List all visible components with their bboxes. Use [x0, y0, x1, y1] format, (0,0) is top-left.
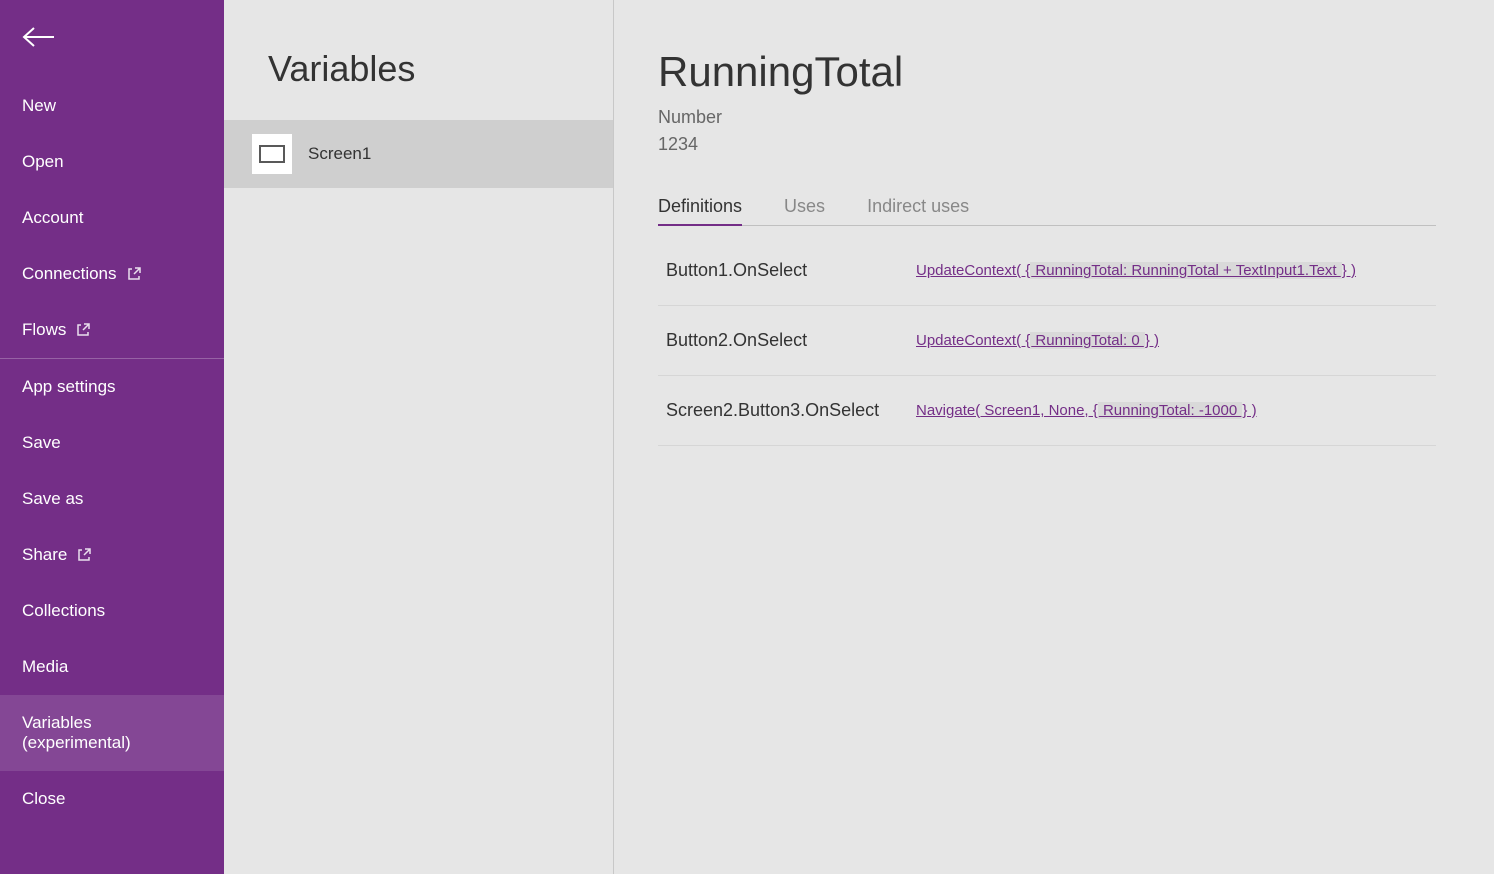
nav-item-label: New	[22, 96, 56, 116]
formula-highlight: RunningTotal: 0	[1030, 332, 1145, 349]
formula-text: UpdateContext( {	[916, 262, 1030, 279]
nav-item-flows[interactable]: Flows	[0, 302, 224, 358]
nav-item-save-as[interactable]: Save as	[0, 471, 224, 527]
nav-item-label: Account	[22, 208, 83, 228]
screen-label: Screen1	[308, 144, 371, 164]
definition-source: Screen2.Button3.OnSelect	[666, 400, 916, 421]
nav-item-new[interactable]: New	[0, 78, 224, 134]
nav-item-label: Save	[22, 433, 61, 453]
nav-item-label: Open	[22, 152, 64, 172]
definition-source: Button2.OnSelect	[666, 330, 916, 351]
tab-definitions[interactable]: Definitions	[658, 196, 742, 225]
variable-type: Number	[658, 104, 1436, 131]
nav-item-label: Close	[22, 789, 65, 809]
external-link-icon	[76, 323, 90, 337]
nav-item-app-settings[interactable]: App settings	[0, 359, 224, 415]
nav-item-close[interactable]: Close	[0, 771, 224, 827]
formula-text: Navigate( Screen1, None, {	[916, 402, 1098, 419]
external-link-icon	[77, 548, 91, 562]
external-link-icon	[127, 267, 141, 281]
screen-icon	[252, 134, 292, 174]
arrow-left-icon	[22, 26, 56, 48]
definitions-list: Button1.OnSelectUpdateContext( { Running…	[658, 236, 1436, 446]
file-menu-sidebar: New Open Account Connections Flows App settin…	[0, 0, 224, 874]
nav-item-media[interactable]: Media	[0, 639, 224, 695]
nav-item-open[interactable]: Open	[0, 134, 224, 190]
tab-uses[interactable]: Uses	[784, 196, 825, 225]
nav-item-save[interactable]: Save	[0, 415, 224, 471]
nav-item-variables-experimental-[interactable]: Variables (experimental)	[0, 695, 224, 771]
definition-row: Screen2.Button3.OnSelectNavigate( Screen…	[658, 376, 1436, 446]
tab-indirect-uses[interactable]: Indirect uses	[867, 196, 969, 225]
formula-text: UpdateContext( {	[916, 332, 1030, 349]
nav-item-label: Media	[22, 657, 68, 677]
formula-text: } )	[1145, 332, 1159, 349]
back-button[interactable]	[0, 18, 224, 78]
nav-item-label: Collections	[22, 601, 105, 621]
nav-item-collections[interactable]: Collections	[0, 583, 224, 639]
variables-screen-list: Variables Screen1	[224, 0, 614, 874]
nav-item-account[interactable]: Account	[0, 190, 224, 246]
definition-row: Button1.OnSelectUpdateContext( { Running…	[658, 236, 1436, 306]
formula-highlight: RunningTotal: -1000	[1098, 402, 1243, 419]
panel-title: Variables	[224, 0, 613, 120]
definition-row: Button2.OnSelectUpdateContext( { Running…	[658, 306, 1436, 376]
definition-formula-link[interactable]: Navigate( Screen1, None, { RunningTotal:…	[916, 402, 1428, 419]
detail-tabs: Definitions Uses Indirect uses	[658, 196, 1436, 226]
nav-item-label: Connections	[22, 264, 117, 284]
formula-text: } )	[1342, 262, 1356, 279]
nav-item-label: Save as	[22, 489, 83, 509]
definition-formula-link[interactable]: UpdateContext( { RunningTotal: 0 } )	[916, 332, 1428, 349]
formula-highlight: RunningTotal: RunningTotal + TextInput1.…	[1030, 262, 1342, 279]
nav-item-share[interactable]: Share	[0, 527, 224, 583]
formula-text: } )	[1242, 402, 1256, 419]
nav-item-label: Share	[22, 545, 67, 565]
nav-item-label: Variables (experimental)	[22, 713, 202, 753]
variable-name: RunningTotal	[658, 48, 1436, 96]
nav-item-label: Flows	[22, 320, 66, 340]
nav-item-label: App settings	[22, 377, 116, 397]
screen-list-item[interactable]: Screen1	[224, 120, 613, 188]
definition-formula-link[interactable]: UpdateContext( { RunningTotal: RunningTo…	[916, 262, 1428, 279]
variable-value: 1234	[658, 131, 1436, 158]
nav-item-connections[interactable]: Connections	[0, 246, 224, 302]
variable-detail-pane: RunningTotal Number 1234 Definitions Uses…	[614, 0, 1494, 874]
definition-source: Button1.OnSelect	[666, 260, 916, 281]
